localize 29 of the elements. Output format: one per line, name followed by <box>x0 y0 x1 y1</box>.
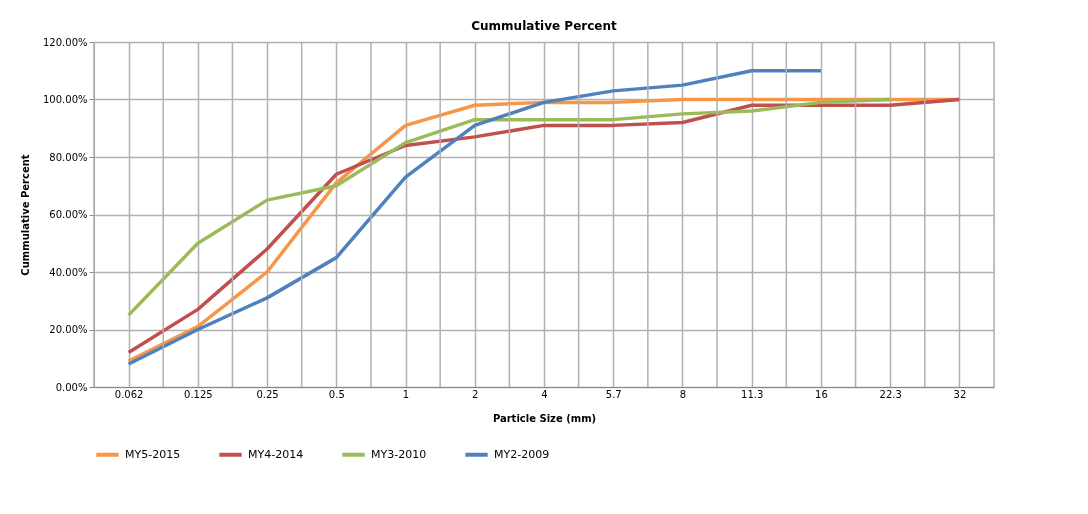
x-tick-label: 1 <box>402 388 410 400</box>
y-tick-label: 100.00% <box>43 94 88 105</box>
x-tick-label: 0.062 <box>114 388 144 400</box>
y-tick-label: 120.00% <box>43 36 88 48</box>
legend-label: MY4-2014 <box>248 447 304 461</box>
legend-label: MY3-2010 <box>371 447 427 461</box>
y-tick-label: 20.00% <box>49 324 88 335</box>
x-tick-label: 32 <box>953 388 967 400</box>
x-tick-label: 5.7 <box>605 388 622 400</box>
x-tick-label: 11.3 <box>741 388 764 400</box>
x-tick-label: 22.3 <box>879 388 902 400</box>
x-axis-title: Particle Size (mm) <box>492 412 597 424</box>
y-tick-label: 60.00% <box>49 209 88 220</box>
y-tick-label: 40.00% <box>49 266 88 278</box>
line-series <box>126 97 892 317</box>
y-tick-label: 0.00% <box>55 381 88 393</box>
x-tick-label: 0.125 <box>184 388 213 400</box>
x-tick-label: 0.25 <box>256 388 279 400</box>
x-tick-label: 8 <box>679 388 687 400</box>
x-tick-label: 16 <box>815 388 828 400</box>
x-tick-label: 4 <box>541 388 548 400</box>
x-tick-label: 2 <box>472 388 479 400</box>
x-tick-label: 0.5 <box>328 388 345 400</box>
y-axis-title: Cummulative Percent <box>20 154 32 276</box>
line-series <box>126 69 823 366</box>
chart-title: Cummulative Percent <box>471 19 617 33</box>
y-tick-label: 80.00% <box>49 151 88 163</box>
legend-label: MY5-2015 <box>125 447 181 461</box>
legend-label: MY2-2009 <box>494 447 550 461</box>
